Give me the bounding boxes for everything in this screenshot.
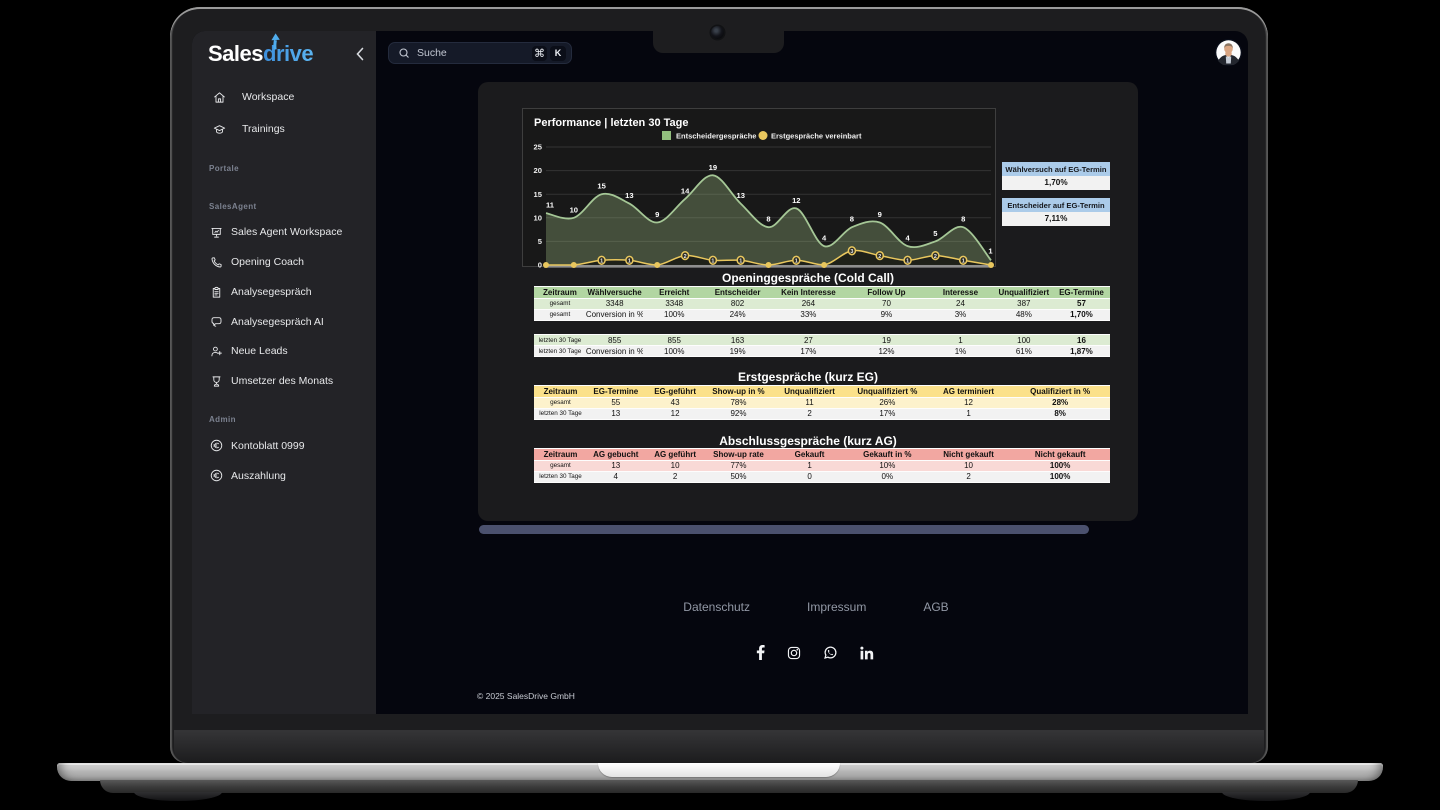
svg-text:2: 2 xyxy=(684,254,687,260)
svg-text:5: 5 xyxy=(933,229,938,238)
svg-text:1: 1 xyxy=(739,259,742,265)
svg-text:9: 9 xyxy=(655,210,659,219)
svg-text:8: 8 xyxy=(850,215,854,224)
svg-text:8: 8 xyxy=(766,215,770,224)
svg-text:14: 14 xyxy=(681,186,690,195)
svg-text:Erstgespräche vereinbart: Erstgespräche vereinbart xyxy=(771,132,862,141)
svg-text:15: 15 xyxy=(597,182,606,191)
svg-text:1: 1 xyxy=(988,246,993,255)
svg-text:2: 2 xyxy=(934,254,937,260)
svg-text:19: 19 xyxy=(709,163,717,172)
svg-text:13: 13 xyxy=(625,191,633,200)
svg-text:1: 1 xyxy=(795,259,798,265)
svg-text:1: 1 xyxy=(711,259,714,265)
svg-text:13: 13 xyxy=(736,191,744,200)
svg-text:1: 1 xyxy=(962,259,965,265)
svg-text:2: 2 xyxy=(878,254,881,260)
svg-text:10: 10 xyxy=(570,205,578,214)
svg-text:20: 20 xyxy=(534,166,542,175)
svg-text:5: 5 xyxy=(538,237,543,246)
svg-text:12: 12 xyxy=(792,196,800,205)
svg-text:1: 1 xyxy=(600,259,603,265)
svg-text:1: 1 xyxy=(906,259,909,265)
svg-text:8: 8 xyxy=(961,215,965,224)
svg-text:3: 3 xyxy=(850,249,853,255)
svg-text:11: 11 xyxy=(546,201,555,210)
svg-text:0: 0 xyxy=(538,261,542,268)
svg-text:25: 25 xyxy=(534,143,543,152)
svg-text:10: 10 xyxy=(534,213,542,222)
svg-text:9: 9 xyxy=(878,210,882,219)
svg-text:15: 15 xyxy=(534,190,543,199)
svg-text:1: 1 xyxy=(628,259,631,265)
svg-text:4: 4 xyxy=(905,234,910,243)
svg-text:Entscheidergespräche: Entscheidergespräche xyxy=(676,132,756,141)
svg-text:4: 4 xyxy=(822,234,827,243)
